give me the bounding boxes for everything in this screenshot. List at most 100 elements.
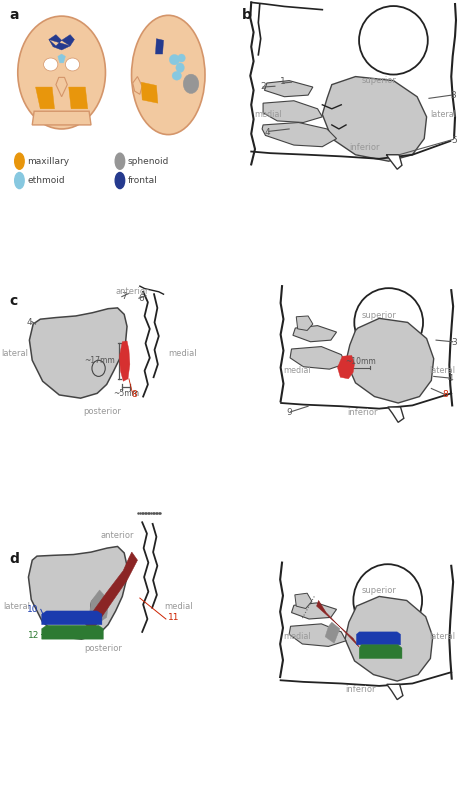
Polygon shape [325, 622, 340, 643]
Polygon shape [295, 593, 312, 609]
Polygon shape [263, 101, 322, 123]
Text: posterior: posterior [84, 643, 122, 653]
Ellipse shape [172, 72, 182, 81]
Polygon shape [58, 54, 65, 63]
Text: medial: medial [283, 632, 310, 642]
Polygon shape [141, 82, 158, 103]
Polygon shape [32, 111, 91, 125]
Text: 11: 11 [168, 613, 180, 622]
Text: 12: 12 [27, 630, 39, 640]
Polygon shape [292, 603, 337, 619]
Polygon shape [264, 81, 313, 97]
Text: anterior: anterior [116, 287, 149, 297]
Polygon shape [42, 625, 103, 639]
Polygon shape [346, 318, 434, 403]
Ellipse shape [183, 74, 199, 93]
Polygon shape [386, 155, 402, 169]
Text: 9: 9 [286, 408, 292, 418]
Text: sphenoid: sphenoid [128, 156, 169, 166]
Ellipse shape [92, 360, 105, 376]
Polygon shape [56, 77, 67, 97]
Ellipse shape [359, 6, 428, 75]
Polygon shape [289, 624, 346, 646]
Ellipse shape [131, 15, 205, 135]
Text: ~5mm: ~5mm [113, 388, 139, 398]
Ellipse shape [18, 16, 106, 129]
Polygon shape [293, 326, 337, 342]
Polygon shape [119, 341, 130, 381]
Polygon shape [83, 552, 137, 627]
Text: 3: 3 [451, 338, 457, 347]
Text: ~17mm: ~17mm [84, 355, 115, 365]
Text: d: d [9, 552, 19, 566]
Text: 10: 10 [27, 604, 39, 614]
Text: 7: 7 [121, 292, 127, 301]
Text: superior: superior [362, 76, 397, 85]
Circle shape [115, 153, 125, 169]
Polygon shape [337, 355, 355, 379]
Text: medial: medial [283, 366, 310, 376]
Ellipse shape [65, 58, 80, 71]
Text: 3: 3 [450, 90, 456, 100]
Ellipse shape [169, 54, 180, 65]
Polygon shape [42, 611, 102, 625]
Text: maxillary: maxillary [27, 156, 70, 166]
Text: posterior: posterior [83, 406, 121, 416]
Text: ethmoid: ethmoid [27, 176, 65, 185]
Text: c: c [9, 294, 18, 308]
Polygon shape [133, 77, 142, 94]
Text: 1: 1 [280, 77, 286, 86]
Text: inferior: inferior [350, 143, 380, 152]
Polygon shape [28, 546, 127, 639]
Text: 6: 6 [138, 293, 144, 303]
Ellipse shape [353, 564, 422, 637]
Polygon shape [69, 87, 88, 109]
Polygon shape [387, 684, 403, 700]
Text: b: b [242, 8, 252, 22]
Text: superior: superior [362, 311, 397, 321]
Polygon shape [290, 347, 346, 369]
Polygon shape [388, 407, 404, 422]
Text: 2: 2 [260, 81, 266, 91]
Ellipse shape [178, 54, 185, 62]
Circle shape [15, 153, 24, 169]
Text: 8: 8 [443, 390, 448, 400]
Text: lateral: lateral [430, 110, 456, 119]
Text: 8: 8 [131, 390, 137, 400]
Ellipse shape [176, 63, 184, 73]
Ellipse shape [44, 58, 58, 71]
Polygon shape [317, 600, 359, 647]
Text: a: a [9, 8, 19, 22]
Polygon shape [36, 87, 55, 109]
Text: medial: medial [164, 601, 192, 611]
Text: anterior: anterior [101, 530, 134, 540]
Ellipse shape [354, 288, 423, 356]
Text: 5: 5 [451, 135, 457, 145]
Text: 4: 4 [27, 318, 33, 327]
Text: inferior: inferior [345, 684, 375, 694]
Text: ~10mm: ~10mm [346, 356, 376, 366]
Text: inferior: inferior [347, 408, 378, 418]
Circle shape [15, 172, 24, 189]
Polygon shape [345, 596, 433, 681]
Polygon shape [356, 632, 401, 645]
Text: lateral: lateral [2, 348, 28, 358]
Circle shape [115, 172, 125, 189]
Polygon shape [262, 123, 337, 147]
Text: 4: 4 [265, 127, 271, 137]
Polygon shape [49, 35, 74, 50]
Text: lateral: lateral [3, 601, 30, 611]
Text: lateral: lateral [429, 366, 455, 376]
Text: superior: superior [362, 586, 397, 596]
Text: frontal: frontal [128, 176, 158, 185]
Text: lateral: lateral [429, 632, 455, 642]
Text: medial: medial [168, 348, 197, 358]
Polygon shape [89, 590, 109, 625]
Ellipse shape [91, 598, 104, 614]
Polygon shape [359, 645, 402, 659]
Polygon shape [29, 308, 127, 398]
Polygon shape [322, 77, 427, 161]
Text: medial: medial [254, 110, 282, 119]
Polygon shape [296, 316, 313, 330]
Text: 4: 4 [447, 374, 453, 384]
